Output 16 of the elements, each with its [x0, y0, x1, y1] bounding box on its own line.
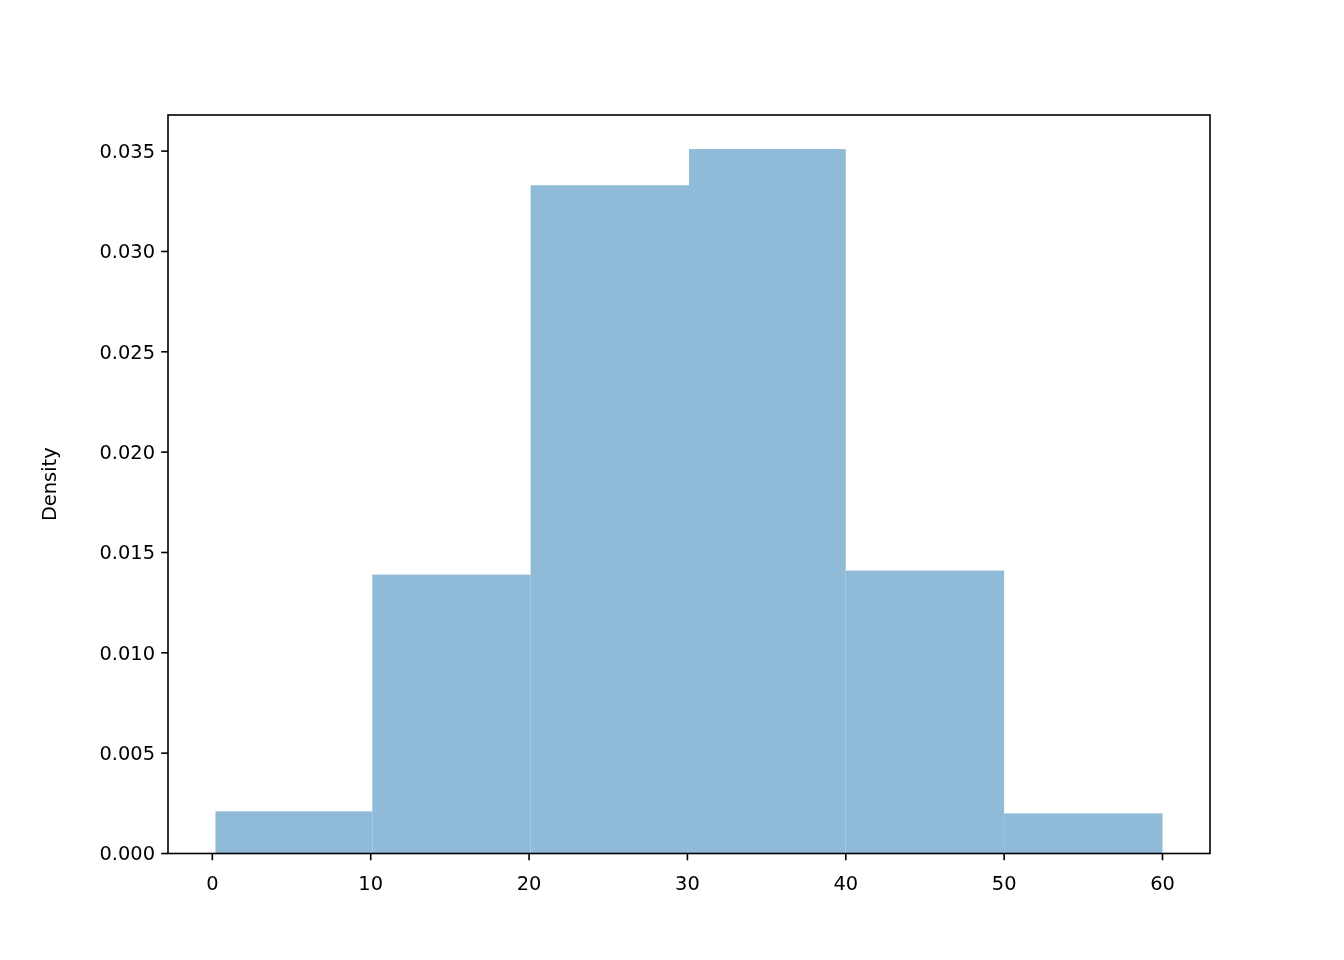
y-tick-label: 0.020 [99, 440, 155, 464]
y-tick-label: 0.030 [99, 240, 155, 264]
y-tick-label: 0.015 [99, 541, 155, 565]
x-tick-label: 10 [358, 871, 384, 895]
x-tick-label: 30 [675, 871, 700, 895]
y-tick-label: 0.035 [99, 139, 155, 163]
x-tick-label: 40 [833, 871, 859, 895]
y-tick-label: 0.010 [99, 641, 155, 665]
x-tick-label: 50 [991, 871, 1017, 895]
x-tick-label: 20 [516, 871, 542, 895]
y-axis-title: Density [38, 447, 61, 522]
y-tick-label: 0.025 [99, 340, 155, 364]
y-tick-label: 0.000 [99, 842, 155, 866]
x-tick-label: 0 [206, 871, 219, 895]
y-tick-label: 0.005 [99, 741, 155, 765]
x-tick-label: 60 [1150, 871, 1175, 895]
